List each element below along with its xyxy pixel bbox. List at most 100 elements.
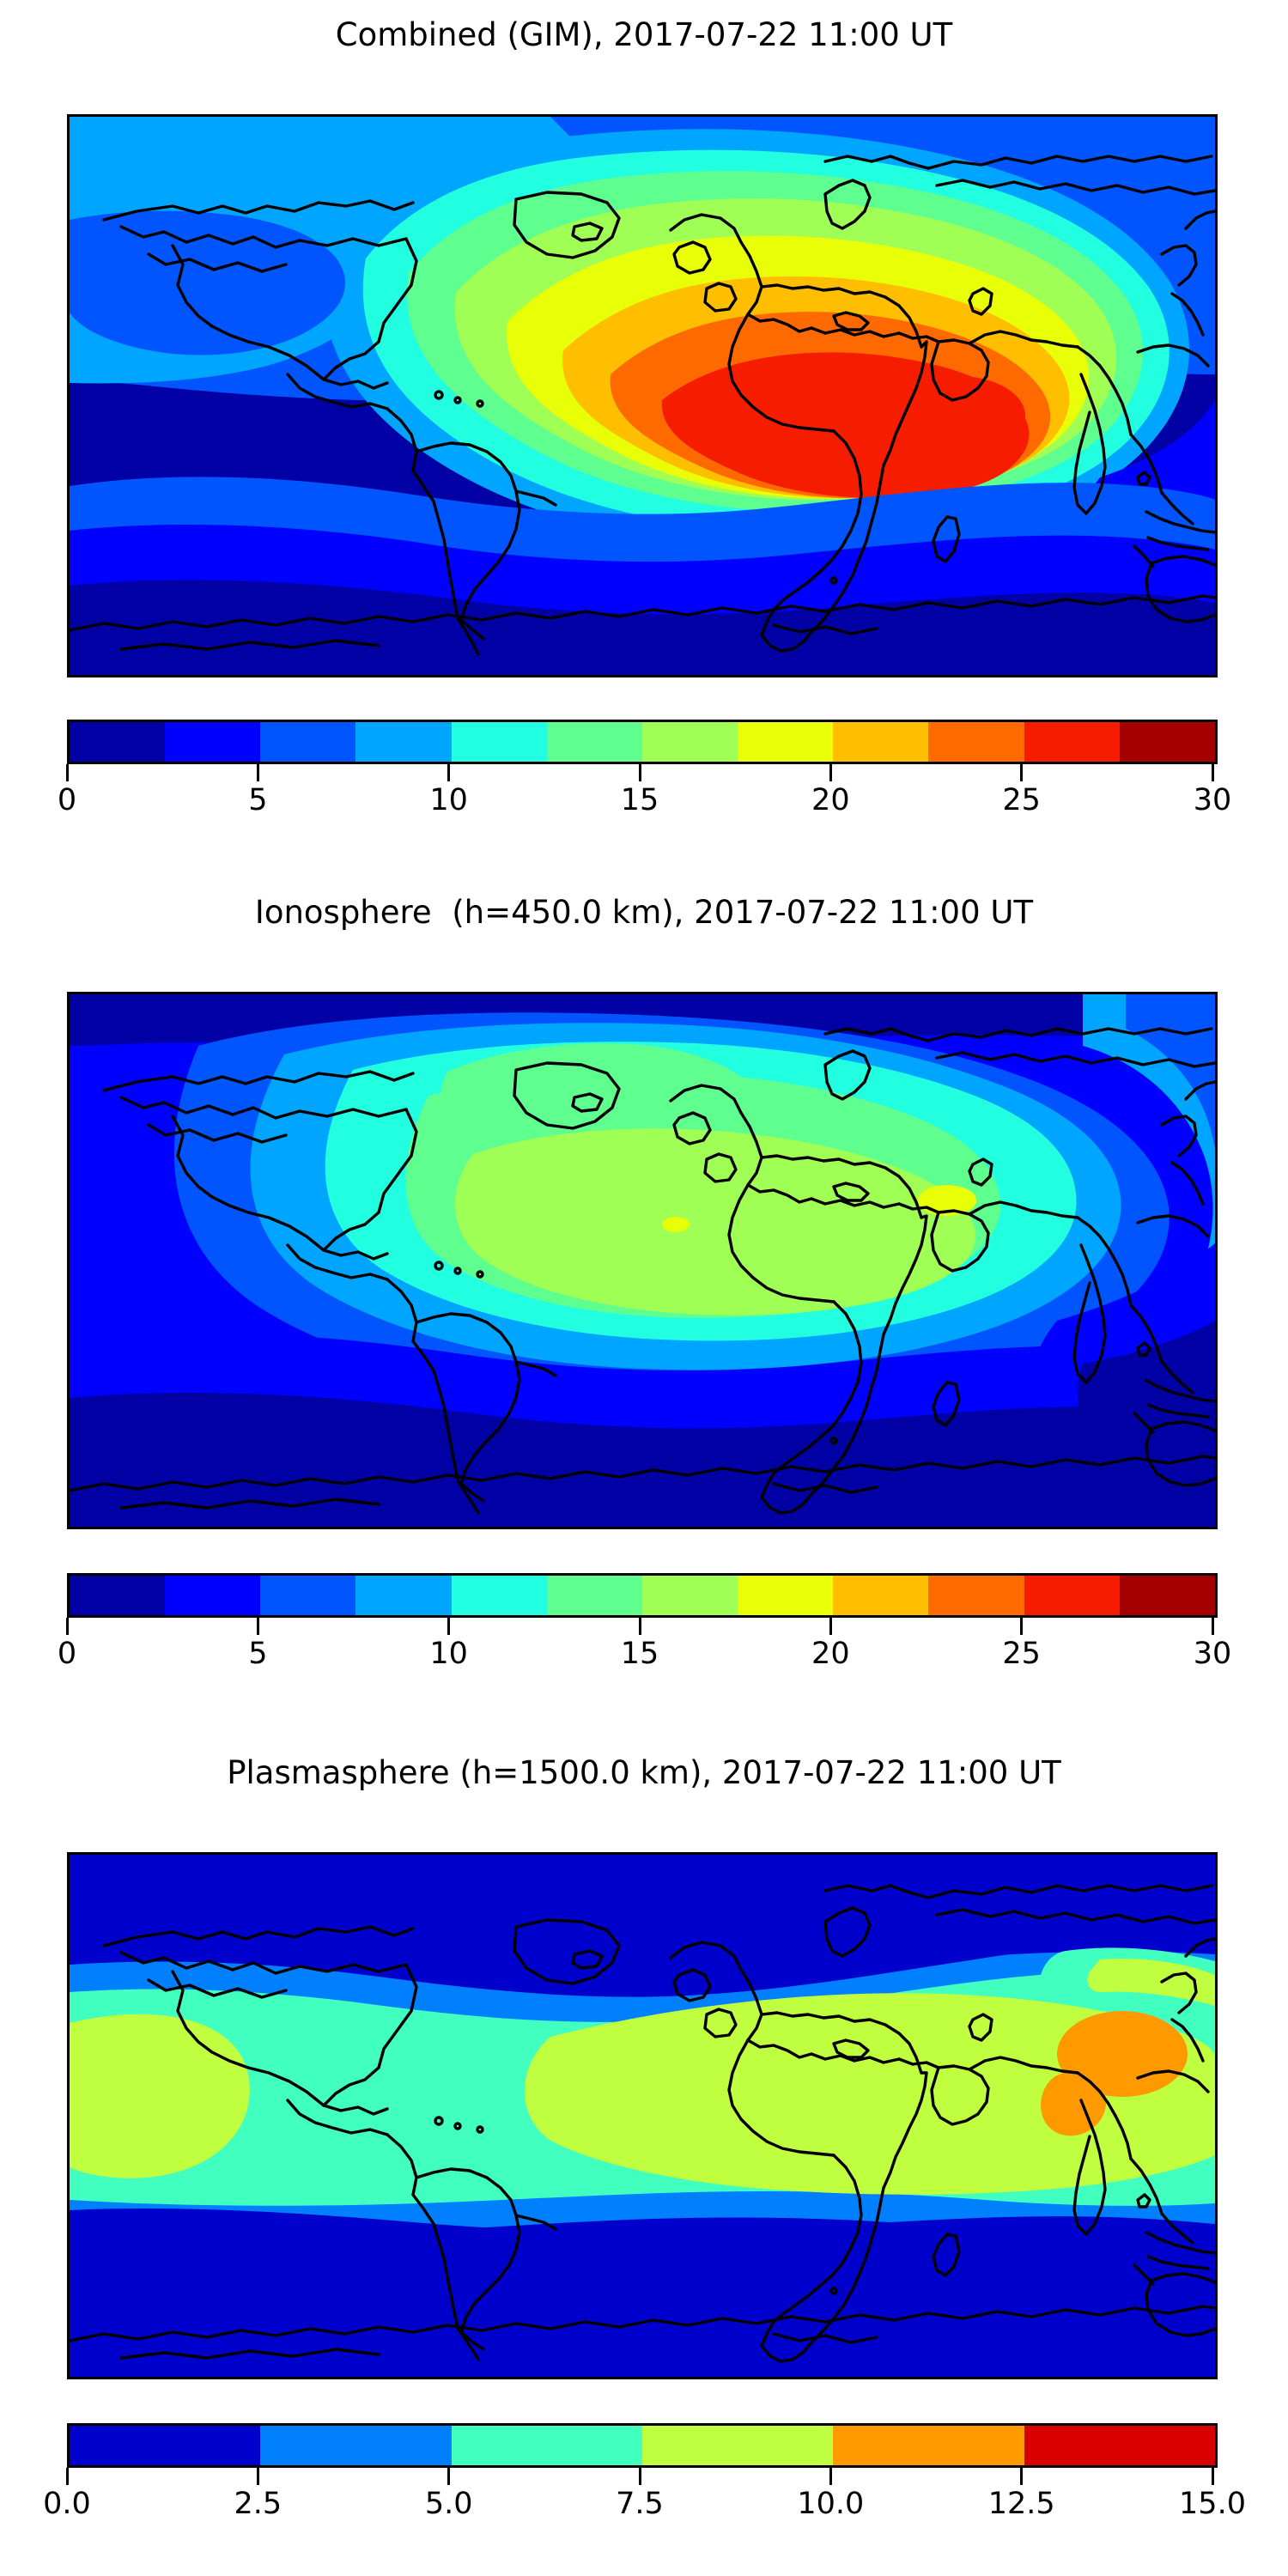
colorbar-tick-label: 0 bbox=[57, 783, 77, 817]
colorbar-tick-label: 10.0 bbox=[797, 2487, 865, 2521]
colorbar-tick bbox=[638, 1618, 641, 1635]
colorbar-plasmasphere: 0.0 2.5 5.0 7.5 10.0 12.5 15.0 bbox=[43, 2423, 1246, 2526]
colorbar-tick bbox=[829, 1618, 832, 1635]
colorbar-band bbox=[1119, 1576, 1215, 1615]
colorbar-band bbox=[928, 722, 1024, 762]
colorbar-combined-gim: 0 5 10 15 20 25 30 bbox=[58, 720, 1231, 823]
colorbar-ticks-combined-gim bbox=[64, 764, 1215, 783]
colorbar-band bbox=[451, 2426, 642, 2465]
colorbar-band bbox=[355, 1576, 452, 1615]
colorbar-band bbox=[355, 722, 452, 762]
colorbar-ionosphere: 0 5 10 15 20 25 30 bbox=[58, 1573, 1231, 1676]
panel-combined-gim: Combined (GIM), 2017-07-22 11:00 UT bbox=[0, 0, 1288, 859]
colorbar-labels-combined-gim: 0 5 10 15 20 25 30 bbox=[58, 783, 1231, 823]
colorbar-band bbox=[546, 1576, 642, 1615]
colorbar-tick bbox=[638, 764, 641, 781]
colorbar-tick bbox=[256, 1618, 259, 1635]
map-svg-combined-gim bbox=[70, 117, 1215, 675]
colorbar-band bbox=[928, 1576, 1024, 1615]
coastlines bbox=[70, 1027, 1215, 1515]
colorbar-band bbox=[165, 1576, 261, 1615]
map-plasmasphere bbox=[67, 1852, 1218, 2379]
colorbar-band bbox=[1024, 2426, 1215, 2465]
colorbar-tick bbox=[829, 764, 832, 781]
colorbar-tick bbox=[447, 1618, 451, 1635]
colorbar-band bbox=[1119, 722, 1215, 762]
colorbar-tick-label: 15 bbox=[620, 783, 659, 817]
colorbar-band bbox=[1024, 1576, 1120, 1615]
colorbar-band bbox=[641, 722, 738, 762]
colorbar-band bbox=[641, 1576, 738, 1615]
colorbar-band bbox=[738, 1576, 834, 1615]
colorbar-tick bbox=[1020, 764, 1024, 781]
map-svg-ionosphere bbox=[70, 994, 1215, 1527]
colorbar-tick-label: 10 bbox=[429, 783, 468, 817]
panel-title-combined-gim: Combined (GIM), 2017-07-22 11:00 UT bbox=[335, 16, 953, 53]
colorbar-tick-label: 15.0 bbox=[1179, 2487, 1246, 2521]
colorbar-band bbox=[260, 722, 356, 762]
colorbar-tick-label: 12.5 bbox=[987, 2487, 1055, 2521]
colorbar-tick bbox=[65, 764, 69, 781]
colorbar-tick bbox=[638, 2468, 641, 2485]
colorbar-tick-label: 5 bbox=[248, 1637, 268, 1671]
colorbar-tick-label: 7.5 bbox=[616, 2487, 664, 2521]
panel-plasmasphere: Plasmasphere (h=1500.0 km), 2017-07-22 1… bbox=[0, 1717, 1288, 2576]
colorbar-tick bbox=[1211, 764, 1214, 781]
colorbar-tick-label: 25 bbox=[1002, 1637, 1041, 1671]
panel-title-plasmasphere: Plasmasphere (h=1500.0 km), 2017-07-22 1… bbox=[227, 1754, 1061, 1791]
panel-title-ionosphere: Ionosphere (h=450.0 km), 2017-07-22 11:0… bbox=[254, 894, 1034, 931]
colorbar-strip-ionosphere bbox=[67, 1573, 1218, 1618]
coastlines bbox=[70, 155, 1215, 656]
colorbar-band bbox=[833, 722, 929, 762]
colorbar-labels-ionosphere: 0 5 10 15 20 25 30 bbox=[58, 1637, 1231, 1676]
colorbar-band bbox=[833, 2426, 1024, 2465]
colorbar-tick-label: 5 bbox=[248, 783, 268, 817]
colorbar-band bbox=[451, 722, 547, 762]
colorbar-band bbox=[833, 1576, 929, 1615]
colorbar-tick-label: 20 bbox=[811, 783, 850, 817]
colorbar-tick-label: 30 bbox=[1193, 783, 1232, 817]
colorbar-tick bbox=[1211, 2468, 1214, 2485]
colorbar-tick bbox=[256, 764, 259, 781]
coastlines bbox=[70, 1884, 1215, 2363]
colorbar-band bbox=[260, 1576, 356, 1615]
colorbar-strip-plasmasphere bbox=[67, 2423, 1218, 2468]
colorbar-tick bbox=[1211, 1618, 1214, 1635]
colorbar-tick bbox=[256, 2468, 259, 2485]
colorbar-tick-label: 0.0 bbox=[43, 2487, 91, 2521]
colorbar-tick-label: 15 bbox=[620, 1637, 659, 1671]
panel-ionosphere: Ionosphere (h=450.0 km), 2017-07-22 11:0… bbox=[0, 859, 1288, 1717]
colorbar-band bbox=[70, 2426, 261, 2465]
colorbar-band bbox=[738, 722, 834, 762]
colorbar-band bbox=[70, 1576, 166, 1615]
colorbar-tick bbox=[1020, 1618, 1024, 1635]
colorbar-strip-combined-gim bbox=[67, 720, 1218, 764]
colorbar-band bbox=[260, 2426, 452, 2465]
colorbar-band bbox=[641, 2426, 834, 2465]
colorbar-tick-label: 20 bbox=[811, 1637, 850, 1671]
map-combined-gim bbox=[67, 114, 1218, 677]
colorbar-tick bbox=[65, 1618, 69, 1635]
colorbar-tick-label: 25 bbox=[1002, 783, 1041, 817]
colorbar-tick bbox=[829, 2468, 832, 2485]
colorbar-ticks-ionosphere bbox=[64, 1618, 1215, 1637]
colorbar-labels-plasmasphere: 0.0 2.5 5.0 7.5 10.0 12.5 15.0 bbox=[43, 2487, 1246, 2526]
colorbar-band bbox=[1024, 722, 1120, 762]
colorbar-tick-label: 10 bbox=[429, 1637, 468, 1671]
colorbar-band bbox=[546, 722, 642, 762]
map-svg-plasmasphere bbox=[70, 1855, 1215, 2377]
colorbar-ticks-plasmasphere bbox=[64, 2468, 1215, 2487]
colorbar-tick-label: 5.0 bbox=[424, 2487, 473, 2521]
colorbar-tick-label: 0 bbox=[57, 1637, 77, 1671]
colorbar-tick bbox=[447, 2468, 451, 2485]
colorbar-band bbox=[70, 722, 166, 762]
colorbar-tick-label: 2.5 bbox=[234, 2487, 283, 2521]
colorbar-tick-label: 30 bbox=[1193, 1637, 1232, 1671]
colorbar-tick bbox=[1020, 2468, 1024, 2485]
map-ionosphere bbox=[67, 992, 1218, 1529]
colorbar-band bbox=[165, 722, 261, 762]
colorbar-tick bbox=[65, 2468, 69, 2485]
colorbar-band bbox=[451, 1576, 547, 1615]
colorbar-tick bbox=[447, 764, 451, 781]
